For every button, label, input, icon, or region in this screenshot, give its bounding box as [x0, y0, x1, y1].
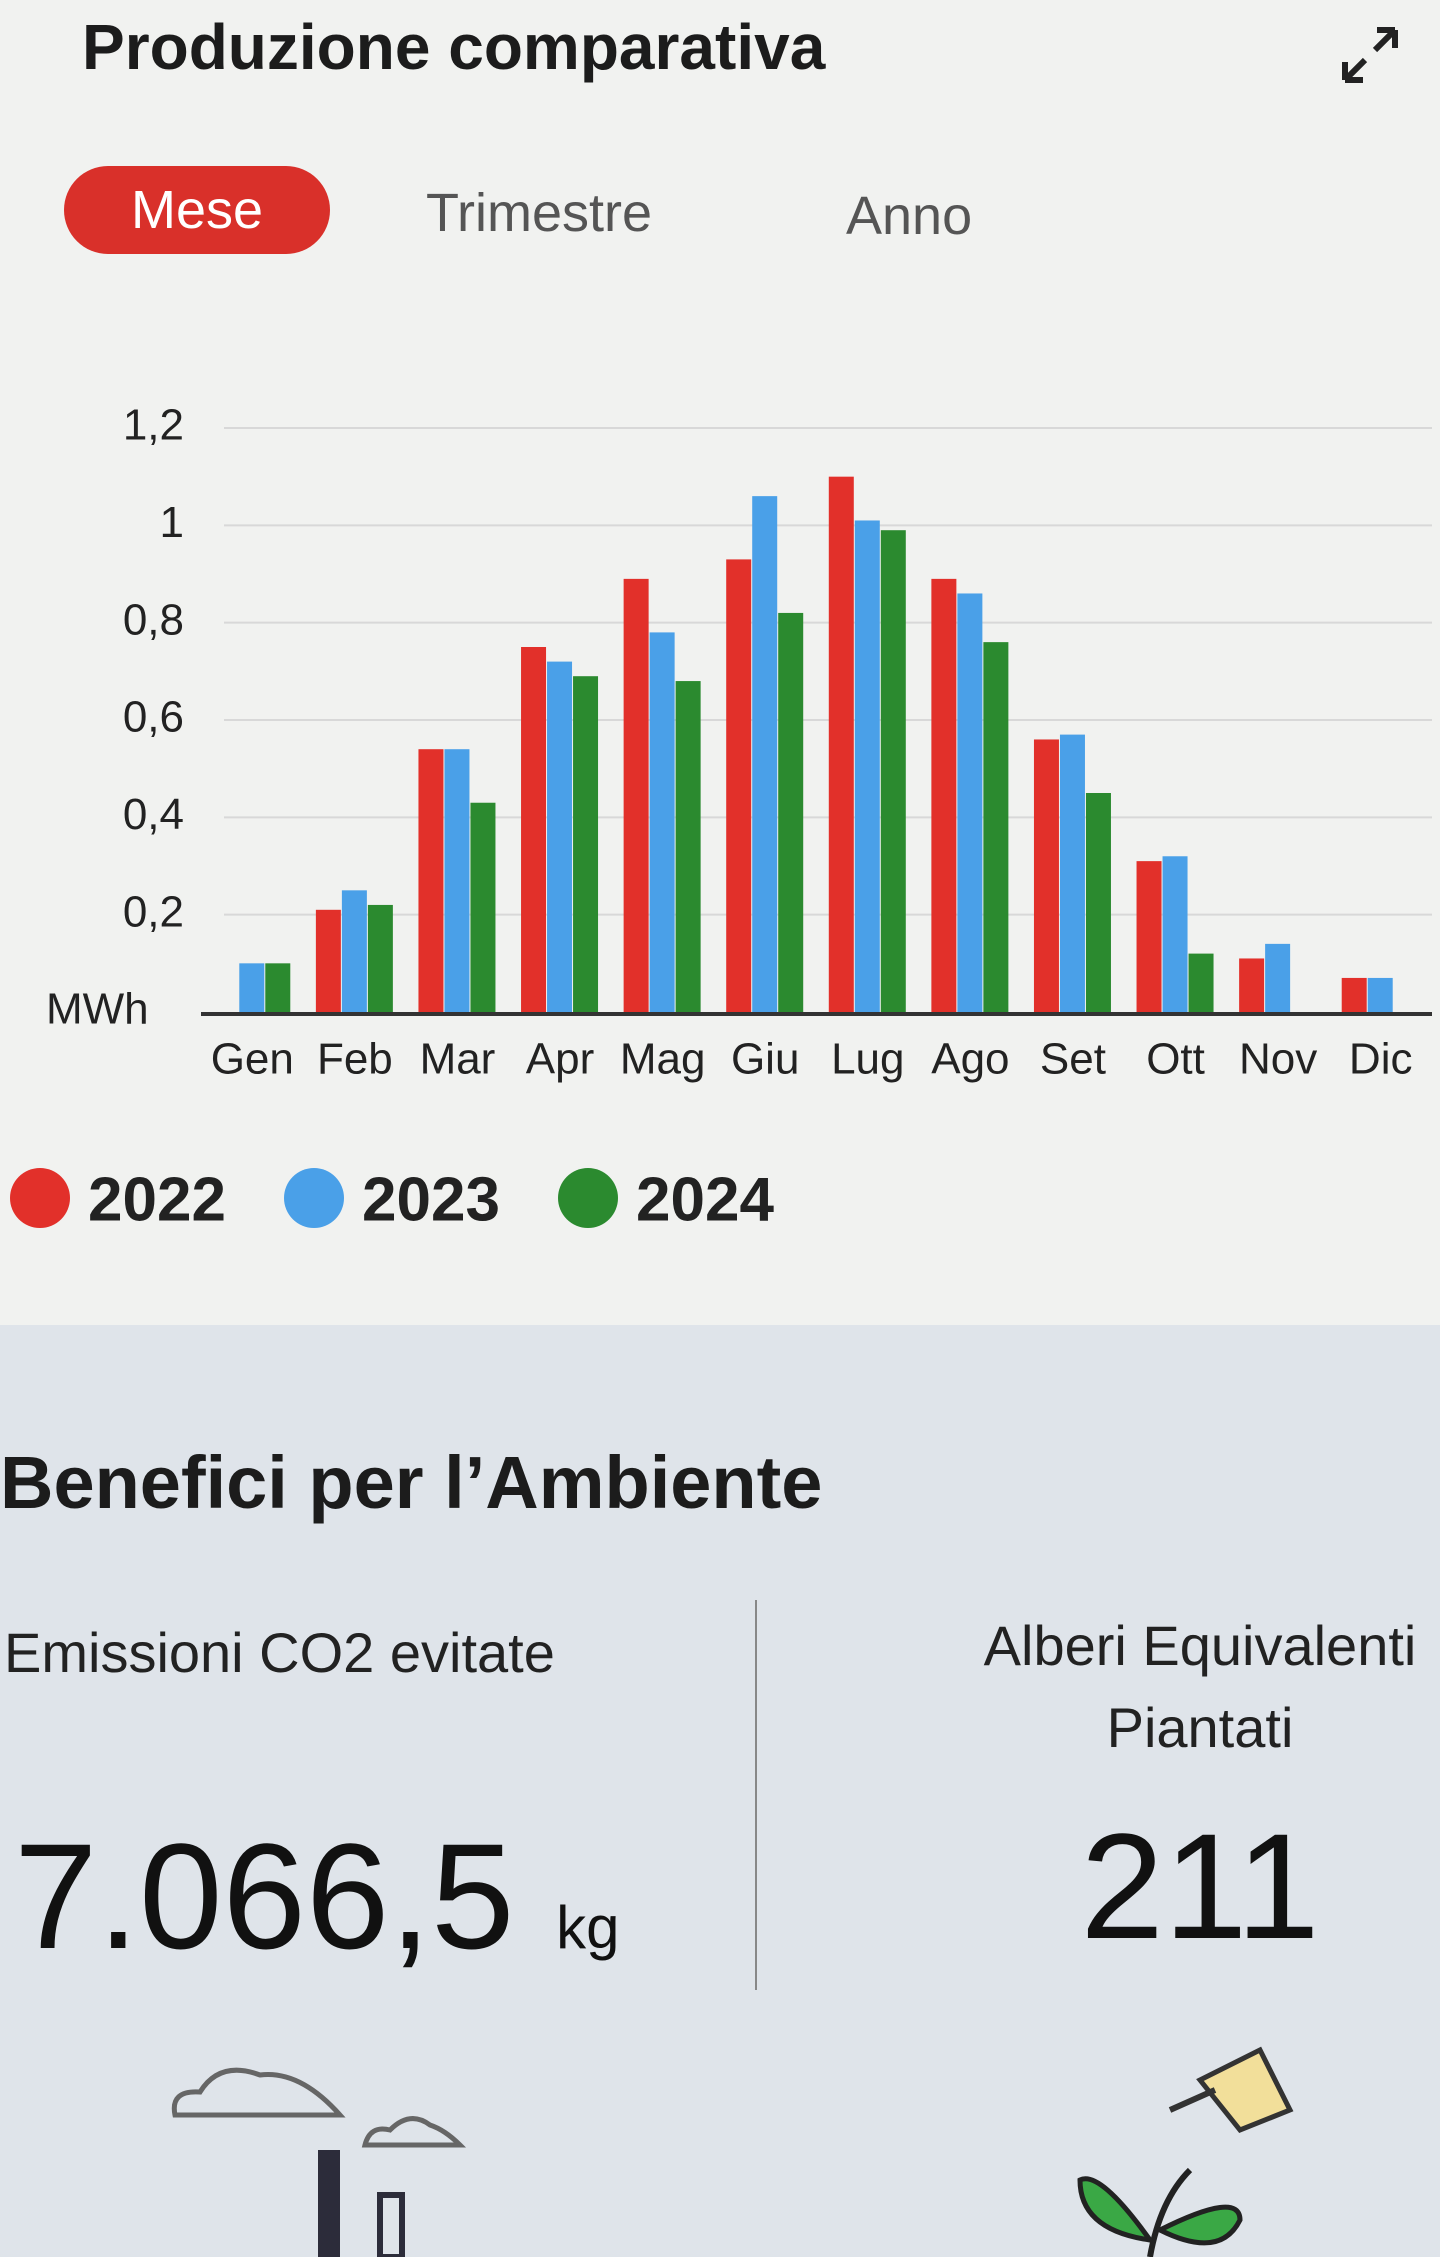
tab[interactable]: Trimestre	[426, 183, 652, 243]
bar	[367, 904, 393, 1012]
y-tick-label: 0,8	[123, 595, 184, 644]
legend-label: 2022	[88, 1165, 226, 1234]
co2-value: 7.066,5 kg	[14, 1810, 620, 1983]
co2-number: 7.066,5	[14, 1812, 515, 1980]
plant-icon	[1077, 2046, 1294, 2257]
benefits-panel	[0, 1325, 1440, 2257]
bar	[1239, 958, 1265, 1012]
bar	[623, 578, 649, 1012]
bar	[1188, 953, 1214, 1012]
header-title: Produzione comparativa	[82, 11, 826, 83]
x-tick-label: Dic	[1349, 1035, 1413, 1084]
bar	[854, 520, 880, 1012]
x-tick-label: Nov	[1239, 1035, 1317, 1084]
bar	[418, 749, 444, 1012]
x-tick-label: Set	[1040, 1035, 1106, 1084]
bar	[726, 559, 752, 1012]
bar	[547, 661, 573, 1012]
bar	[1367, 977, 1393, 1012]
bar	[1136, 861, 1162, 1012]
chart: 0,2 0,4 0,6 0,8 1 1,2 MWh Gen Feb Mar Apr Mag Giu Lug…	[10, 401, 1432, 1234]
x-tick-label: Gen	[211, 1035, 294, 1084]
bar	[444, 749, 470, 1012]
bar	[341, 890, 367, 1012]
y-tick-label: 0,4	[123, 790, 184, 839]
x-tick-label: Apr	[526, 1035, 594, 1084]
tab[interactable]: Anno	[846, 186, 973, 246]
bar	[828, 476, 854, 1013]
legend-marker	[284, 1168, 344, 1228]
x-tick-label: Feb	[317, 1035, 393, 1084]
divider	[755, 1600, 757, 1990]
bar	[1265, 943, 1291, 1012]
bar	[880, 530, 906, 1012]
legend-label: 2023	[362, 1165, 500, 1234]
bar	[931, 578, 957, 1012]
bar	[1162, 856, 1188, 1012]
bar	[957, 593, 983, 1012]
bar	[573, 676, 599, 1012]
bar	[265, 963, 291, 1012]
y-tick-label: 0,6	[123, 693, 184, 742]
y-tick-label: 1,2	[123, 401, 184, 450]
bar	[1341, 977, 1367, 1012]
co2-unit: kg	[556, 1894, 620, 1961]
bar	[675, 681, 701, 1012]
legend-label: 2024	[636, 1165, 774, 1234]
bar	[649, 632, 675, 1012]
trees-label: Alberi Equivalenti Piantati	[983, 1614, 1417, 1759]
legend-marker	[558, 1168, 618, 1228]
bar	[983, 642, 1009, 1012]
bar	[239, 963, 265, 1012]
bar	[1085, 793, 1111, 1012]
bar	[521, 647, 547, 1012]
x-tick-label: Mar	[420, 1035, 496, 1084]
y-tick-label: 1	[160, 498, 184, 547]
bar	[470, 802, 496, 1012]
y-tick-label: 0,2	[123, 887, 184, 936]
tab-active[interactable]: Mese	[64, 166, 330, 254]
bar	[1033, 739, 1059, 1012]
x-tick-label: Ago	[931, 1035, 1009, 1084]
bar	[315, 909, 341, 1012]
bar	[752, 496, 778, 1013]
x-tick-label: Giu	[731, 1035, 799, 1084]
x-tick-label: Mag	[620, 1035, 706, 1084]
co2-label: Emissioni CO2 evitate	[4, 1621, 555, 1684]
x-tick-label: Lug	[831, 1035, 904, 1084]
bar	[1059, 734, 1085, 1012]
legend-marker	[10, 1168, 70, 1228]
x-tick-label: Ott	[1146, 1035, 1205, 1084]
expand-icon[interactable]	[1335, 20, 1405, 90]
factory-icon	[171, 2067, 467, 2257]
bar	[778, 612, 804, 1012]
y-axis-label: MWh	[46, 985, 149, 1034]
benefits-title: Benefici per l’Ambiente	[0, 1441, 823, 1524]
trees-value: 211	[1080, 1802, 1320, 1970]
